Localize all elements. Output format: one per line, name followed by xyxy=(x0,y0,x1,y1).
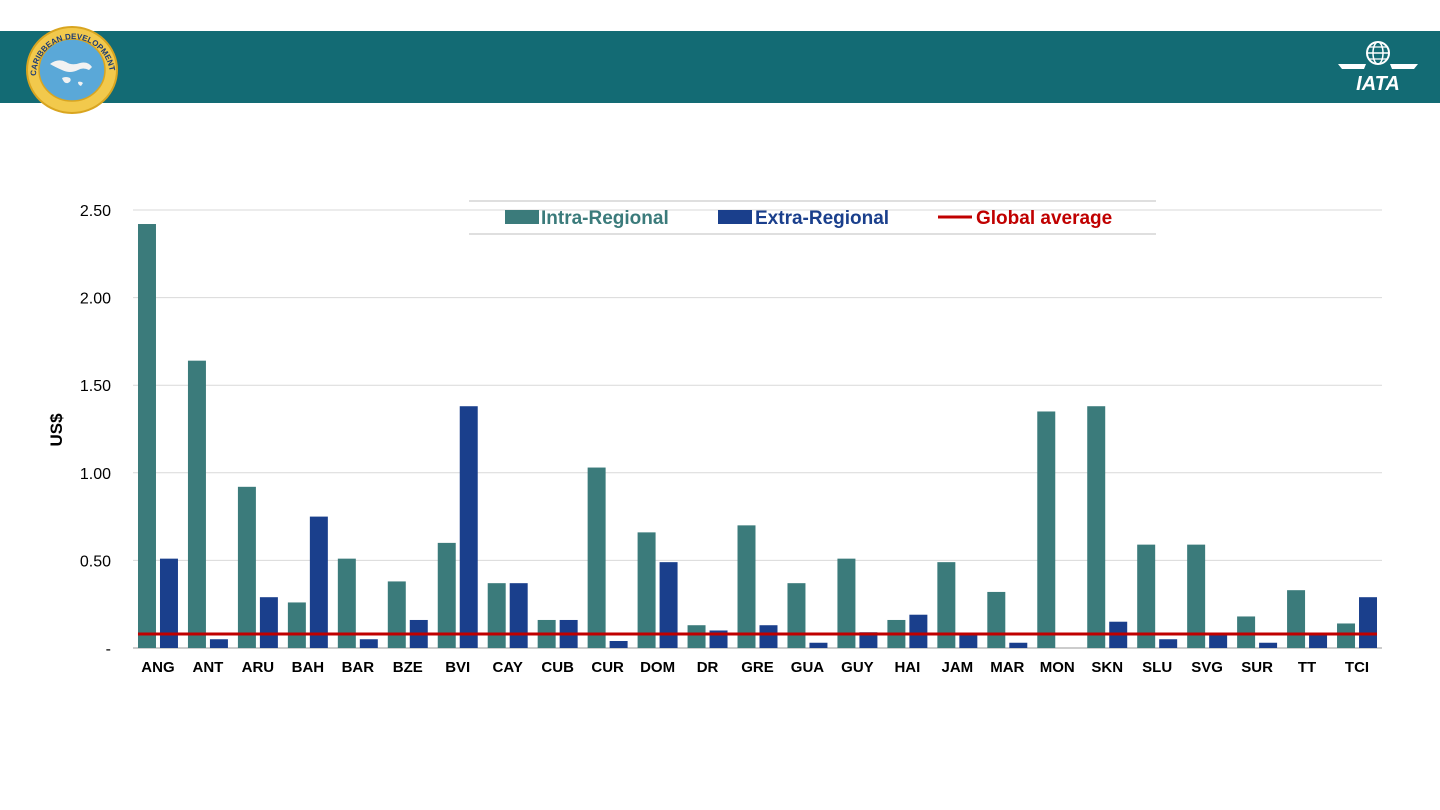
bar-intra-regional xyxy=(1087,406,1106,648)
bar-intra-regional xyxy=(1137,544,1156,648)
bar-extra-regional xyxy=(359,639,378,648)
y-tick-label: 2.00 xyxy=(80,291,111,308)
bar-intra-regional xyxy=(737,525,756,648)
bars xyxy=(137,224,1378,649)
x-tick-label: CUR xyxy=(591,659,624,676)
bar-intra-regional xyxy=(187,360,206,648)
x-tick-label: ANG xyxy=(141,659,174,676)
iata-globe-icon: IATA xyxy=(1338,41,1418,94)
x-tick-label: GUY xyxy=(841,659,874,676)
bar-extra-regional xyxy=(459,406,478,648)
x-tick-label: MAR xyxy=(990,659,1024,676)
bar-intra-regional xyxy=(1237,616,1256,648)
x-tick-label: BVI xyxy=(445,659,470,676)
bar-intra-regional xyxy=(587,467,606,648)
x-tick-label: DOM xyxy=(640,659,675,676)
x-tick-label: SLU xyxy=(1142,659,1172,676)
bar-intra-regional xyxy=(487,583,506,648)
bar-intra-regional xyxy=(1187,544,1206,648)
x-tick-label: JAM xyxy=(942,659,974,676)
y-axis-ticks: - 0.50 1.00 1.50 2.00 2.50 xyxy=(80,203,111,658)
y-tick-label: 1.50 xyxy=(80,378,111,395)
x-tick-label: TCI xyxy=(1345,659,1369,676)
x-tick-label: GUA xyxy=(791,659,825,676)
bar-extra-regional xyxy=(659,562,678,648)
bar-intra-regional xyxy=(437,542,456,648)
legend-swatch-intra xyxy=(505,210,539,224)
bar-extra-regional xyxy=(259,597,278,648)
y-tick-label: 1.00 xyxy=(80,466,111,483)
x-tick-label: SUR xyxy=(1241,659,1273,676)
x-tick-label: BAR xyxy=(342,659,375,676)
x-tick-label: SVG xyxy=(1191,659,1223,676)
bar-extra-regional xyxy=(759,625,778,648)
x-tick-label: ANT xyxy=(193,659,224,676)
legend: Intra-Regional Extra-Regional Global ave… xyxy=(469,200,1156,235)
bar-extra-regional xyxy=(809,642,828,648)
bar-extra-regional xyxy=(959,633,978,648)
bar-extra-regional xyxy=(1209,633,1228,648)
iata-logo-text: IATA xyxy=(1356,73,1400,94)
legend-label-extra: Extra-Regional xyxy=(755,208,889,229)
bar-intra-regional xyxy=(337,558,356,648)
bar-extra-regional xyxy=(1009,642,1028,648)
bar-intra-regional xyxy=(237,486,256,648)
x-tick-label: SKN xyxy=(1091,659,1123,676)
x-tick-label: HAI xyxy=(894,659,920,676)
y-axis-label: US$ xyxy=(47,413,66,447)
bar-intra-regional xyxy=(1287,590,1306,648)
x-tick-label: GRE xyxy=(741,659,774,676)
bar-intra-regional xyxy=(837,558,856,648)
x-tick-label: BAH xyxy=(292,659,325,676)
bar-intra-regional xyxy=(1037,411,1056,648)
header-banner xyxy=(0,31,1440,103)
bar-extra-regional xyxy=(1309,633,1328,648)
legend-label-intra: Intra-Regional xyxy=(541,208,669,229)
bar-extra-regional xyxy=(909,614,928,648)
cdb-logo-icon: CARIBBEAN DEVELOPMENT BANK xyxy=(26,26,118,114)
bar-extra-regional xyxy=(159,558,178,648)
bar-intra-regional xyxy=(937,562,956,648)
bar-intra-regional xyxy=(687,625,706,648)
bar-extra-regional xyxy=(209,639,228,648)
x-tick-label: DR xyxy=(697,659,719,676)
bar-intra-regional xyxy=(787,583,806,648)
bar-extra-regional xyxy=(859,632,878,648)
bar-extra-regional xyxy=(1159,639,1178,648)
x-tick-label: CUB xyxy=(541,659,574,676)
bar-intra-regional xyxy=(287,602,306,648)
bar-intra-regional xyxy=(387,581,406,648)
legend-swatch-extra xyxy=(718,210,752,224)
x-tick-label: CAY xyxy=(493,659,523,676)
x-tick-label: BZE xyxy=(393,659,423,676)
bar-intra-regional xyxy=(987,591,1006,648)
bar-intra-regional xyxy=(137,224,156,649)
x-tick-label: MON xyxy=(1040,659,1075,676)
bar-extra-regional xyxy=(1259,642,1278,648)
y-tick-label: - xyxy=(106,641,111,658)
legend-label-global: Global average xyxy=(976,208,1112,229)
y-tick-label: 0.50 xyxy=(80,553,111,570)
bar-intra-regional xyxy=(637,532,656,648)
bar-extra-regional xyxy=(1359,597,1378,648)
x-tick-label: TT xyxy=(1298,659,1316,676)
bar-intra-regional xyxy=(1337,623,1356,648)
bar-extra-regional xyxy=(509,583,528,648)
y-tick-label: 2.50 xyxy=(80,203,111,220)
x-axis-ticks: ANG ANT ARU BAH BAR BZE BVI CAY CUB CUR DOM DR GRE GU… xyxy=(141,659,1369,676)
bar-extra-regional xyxy=(609,640,628,648)
x-tick-label: ARU xyxy=(242,659,275,676)
bar-extra-regional xyxy=(309,516,328,648)
